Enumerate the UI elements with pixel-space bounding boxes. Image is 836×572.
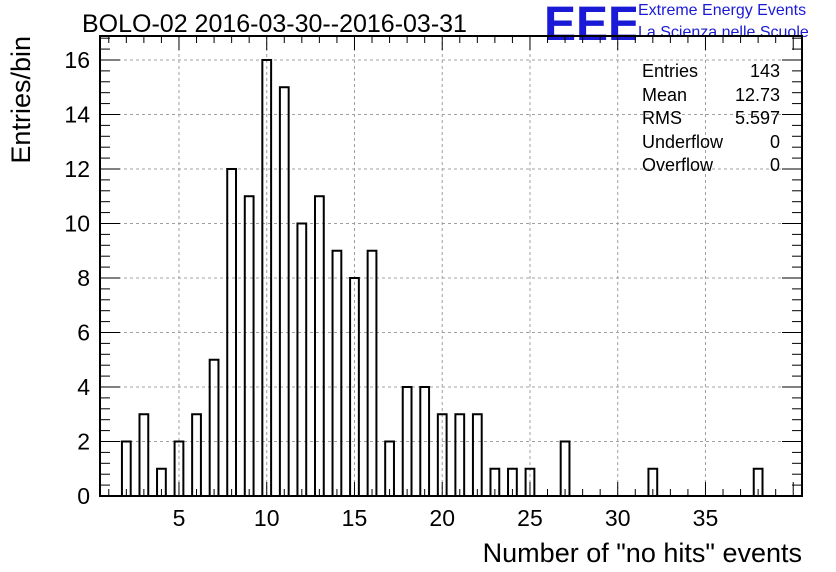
stats-value: 12.73 xyxy=(734,84,780,105)
y-tick-label: 6 xyxy=(77,319,90,345)
y-tick-label: 4 xyxy=(77,374,90,400)
stats-row-rms: RMS 5.597 xyxy=(642,107,780,131)
histogram-bar-16 xyxy=(366,249,378,497)
stats-value: 0 xyxy=(769,131,780,152)
histogram-bar-6 xyxy=(191,413,202,498)
stats-label: Entries xyxy=(642,61,699,81)
x-tick-label: 30 xyxy=(605,505,631,531)
histogram-bar-21 xyxy=(454,413,466,498)
histogram-bar-13 xyxy=(313,195,325,497)
x-tick-label: 25 xyxy=(517,505,543,531)
x-tick-label: 35 xyxy=(693,505,719,531)
stats-value: 143 xyxy=(749,61,780,81)
y-tick-label: 8 xyxy=(77,265,90,291)
y-tick-label: 2 xyxy=(77,428,90,454)
stats-value: 0 xyxy=(769,155,780,175)
x-axis-label: Number of "no hits" events xyxy=(483,538,802,568)
y-tick-label: 14 xyxy=(64,101,90,127)
x-tick-label: 5 xyxy=(173,505,186,531)
stats-label: RMS xyxy=(642,108,682,128)
histogram-bar-11 xyxy=(278,86,290,497)
y-tick-label: 10 xyxy=(64,210,90,236)
stats-value: 5.597 xyxy=(734,108,780,128)
histogram-bar-3 xyxy=(138,413,150,498)
y-tick-label: 12 xyxy=(64,156,90,182)
x-tick-label: 10 xyxy=(254,505,280,531)
stats-row-underflow: Underflow 0 xyxy=(642,131,780,155)
stats-row-mean: Mean 12.73 xyxy=(642,84,780,108)
eee-logo-mark: EEE xyxy=(544,0,636,46)
chart-title: BOLO-02 2016-03-30--2016-03-31 xyxy=(82,10,467,38)
eee-logo: EEE xyxy=(544,0,636,46)
x-tick-label: 20 xyxy=(429,505,455,531)
plot-frame xyxy=(99,35,803,497)
stats-label: Overflow xyxy=(642,155,714,175)
histogram-bar-7 xyxy=(208,358,220,497)
histogram-bar-2 xyxy=(120,440,132,497)
stats-label: Mean xyxy=(642,84,688,105)
histogram-bar-14 xyxy=(331,249,343,497)
y-axis-label: Entries/bin xyxy=(6,36,36,164)
logo-line-1: Extreme Energy Events xyxy=(638,2,807,19)
stats-row-entries: Entries 143 xyxy=(642,60,780,84)
stats-box: Entries 143 Mean 12.73 RMS 5.597 Underflow 0 Ove… xyxy=(642,60,780,178)
y-tick-label: 0 xyxy=(77,483,90,509)
histogram-bar-22 xyxy=(471,413,483,498)
stats-row-overflow: Overflow 0 xyxy=(642,154,780,178)
histogram-bar-17 xyxy=(384,440,395,497)
histogram-bar-27 xyxy=(559,440,571,497)
histogram-bar-9 xyxy=(243,195,255,497)
stats-label: Underflow xyxy=(642,131,724,152)
y-tick-label: 16 xyxy=(64,47,90,73)
histogram-bar-12 xyxy=(296,222,308,497)
x-tick-label: 15 xyxy=(342,505,368,531)
